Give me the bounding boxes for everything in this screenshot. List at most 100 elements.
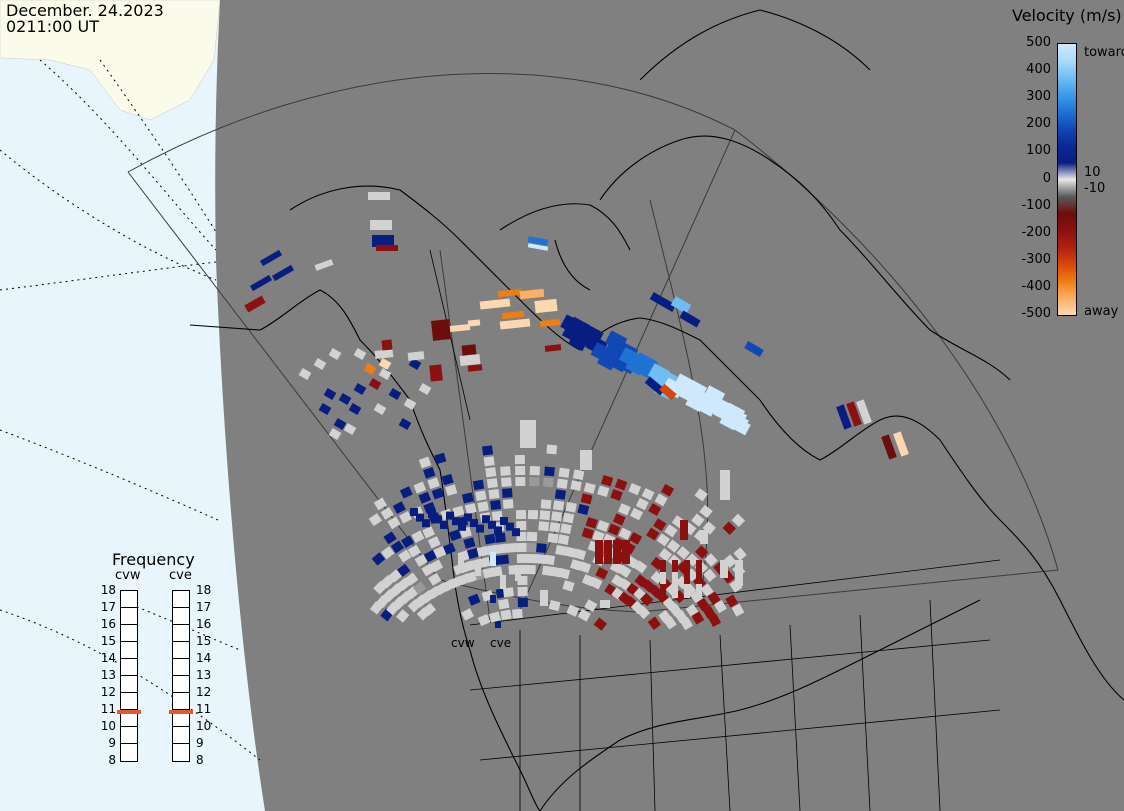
radar-cell bbox=[543, 554, 555, 566]
coastlines bbox=[189, 9, 1124, 811]
radar-cell bbox=[540, 590, 548, 606]
radar-cell bbox=[383, 531, 397, 545]
radar-cell bbox=[551, 511, 563, 522]
radar-cell bbox=[694, 545, 709, 559]
radar-cell bbox=[581, 527, 594, 540]
colorbar-tick-label: 200 bbox=[1026, 116, 1051, 132]
radar-cell bbox=[502, 499, 514, 509]
radar-cell bbox=[700, 530, 708, 544]
radar-cell bbox=[527, 236, 549, 246]
frequency-tick-label: 11 bbox=[196, 702, 212, 716]
radar-cell bbox=[644, 376, 666, 396]
radar-cell bbox=[458, 522, 466, 531]
radar-cell bbox=[846, 401, 862, 427]
radar-cell bbox=[388, 388, 402, 400]
radar-cell bbox=[696, 584, 702, 598]
radar-cell bbox=[517, 597, 528, 608]
radar-cell bbox=[618, 527, 632, 540]
colorbar-tick-label: -100 bbox=[1021, 197, 1051, 213]
frequency-tick-label: 13 bbox=[196, 668, 212, 682]
radar-cell bbox=[494, 526, 502, 535]
radar-cell bbox=[656, 533, 671, 547]
radar-cell bbox=[595, 540, 603, 548]
radar-cell bbox=[496, 543, 508, 554]
radar-site-cvw: cvw bbox=[451, 636, 475, 650]
radar-cell bbox=[585, 517, 598, 529]
radar-cell bbox=[570, 480, 582, 491]
radar-cell bbox=[452, 517, 460, 526]
radar-cell bbox=[679, 310, 701, 328]
radar-cell bbox=[618, 503, 631, 516]
radar-cell bbox=[592, 530, 605, 543]
radar-cell bbox=[470, 519, 478, 527]
radar-cell bbox=[427, 536, 441, 549]
radar-cell bbox=[731, 603, 745, 617]
radar-cell bbox=[476, 546, 489, 558]
velocity-colorbar bbox=[1057, 43, 1077, 316]
radar-cell bbox=[660, 572, 666, 586]
radar-cell bbox=[500, 609, 512, 621]
radar-cell bbox=[499, 318, 531, 330]
radar-cell bbox=[625, 357, 646, 376]
frequency-tick-label: 8 bbox=[108, 753, 116, 767]
radar-cell bbox=[491, 510, 503, 521]
radar-cell bbox=[476, 524, 484, 533]
graticule bbox=[0, 59, 261, 761]
radar-cell bbox=[370, 220, 392, 230]
radar-cell bbox=[467, 593, 481, 606]
radar-cell bbox=[577, 608, 591, 622]
radar-cell bbox=[491, 566, 503, 577]
radar-cell bbox=[464, 513, 472, 522]
radar-cell bbox=[298, 368, 312, 380]
radar-cell bbox=[653, 518, 667, 532]
radar-cell bbox=[472, 479, 485, 491]
radar-cell bbox=[512, 528, 520, 537]
radar-cell bbox=[328, 348, 342, 360]
colorbar-away-label: away bbox=[1084, 304, 1119, 319]
radar-cell bbox=[735, 560, 743, 586]
radar-cell bbox=[562, 580, 575, 592]
radar-cell bbox=[515, 509, 527, 520]
radar-cell bbox=[700, 583, 714, 597]
radar-cell bbox=[313, 358, 327, 370]
radar-cell bbox=[488, 520, 496, 529]
radar-cell bbox=[720, 560, 728, 578]
radar-cell bbox=[520, 420, 536, 448]
radar-cell bbox=[428, 572, 442, 586]
radar-cell bbox=[407, 351, 425, 361]
radar-cell bbox=[628, 531, 643, 545]
radar-cell bbox=[506, 543, 518, 553]
frequency-gridline bbox=[172, 641, 190, 642]
radar-cell bbox=[610, 489, 623, 501]
radar-cell bbox=[639, 592, 654, 607]
colorbar-tick-label: -500 bbox=[1021, 306, 1051, 321]
radar-cell bbox=[482, 567, 495, 579]
radar-cell bbox=[714, 600, 727, 614]
radar-cell bbox=[343, 423, 357, 435]
frequency-gridline bbox=[172, 658, 190, 659]
radar-cell bbox=[519, 288, 545, 300]
radar-cell bbox=[515, 465, 526, 476]
frequency-tick-label: 8 bbox=[196, 753, 204, 767]
radar-cell bbox=[546, 444, 558, 455]
radar-cell bbox=[495, 622, 501, 628]
radar-cell bbox=[580, 493, 593, 505]
radar-cell bbox=[578, 561, 592, 574]
frequency-gridline bbox=[172, 675, 190, 676]
radar-cell bbox=[536, 543, 547, 554]
radar-cell bbox=[483, 456, 495, 467]
radar-cell bbox=[544, 344, 562, 352]
radar-cell bbox=[544, 466, 555, 477]
radar-cell bbox=[484, 533, 496, 545]
radar-cell bbox=[604, 548, 612, 556]
radar-cell bbox=[373, 403, 387, 415]
frequency-gridline bbox=[172, 624, 190, 625]
radar-cell bbox=[526, 542, 537, 553]
radar-cell bbox=[596, 520, 610, 532]
radar-cell bbox=[378, 358, 392, 370]
radar-cell bbox=[488, 611, 501, 623]
frequency-tick-label: 16 bbox=[100, 617, 116, 631]
frequency-gridline bbox=[120, 675, 138, 676]
radar-cell bbox=[685, 553, 700, 567]
